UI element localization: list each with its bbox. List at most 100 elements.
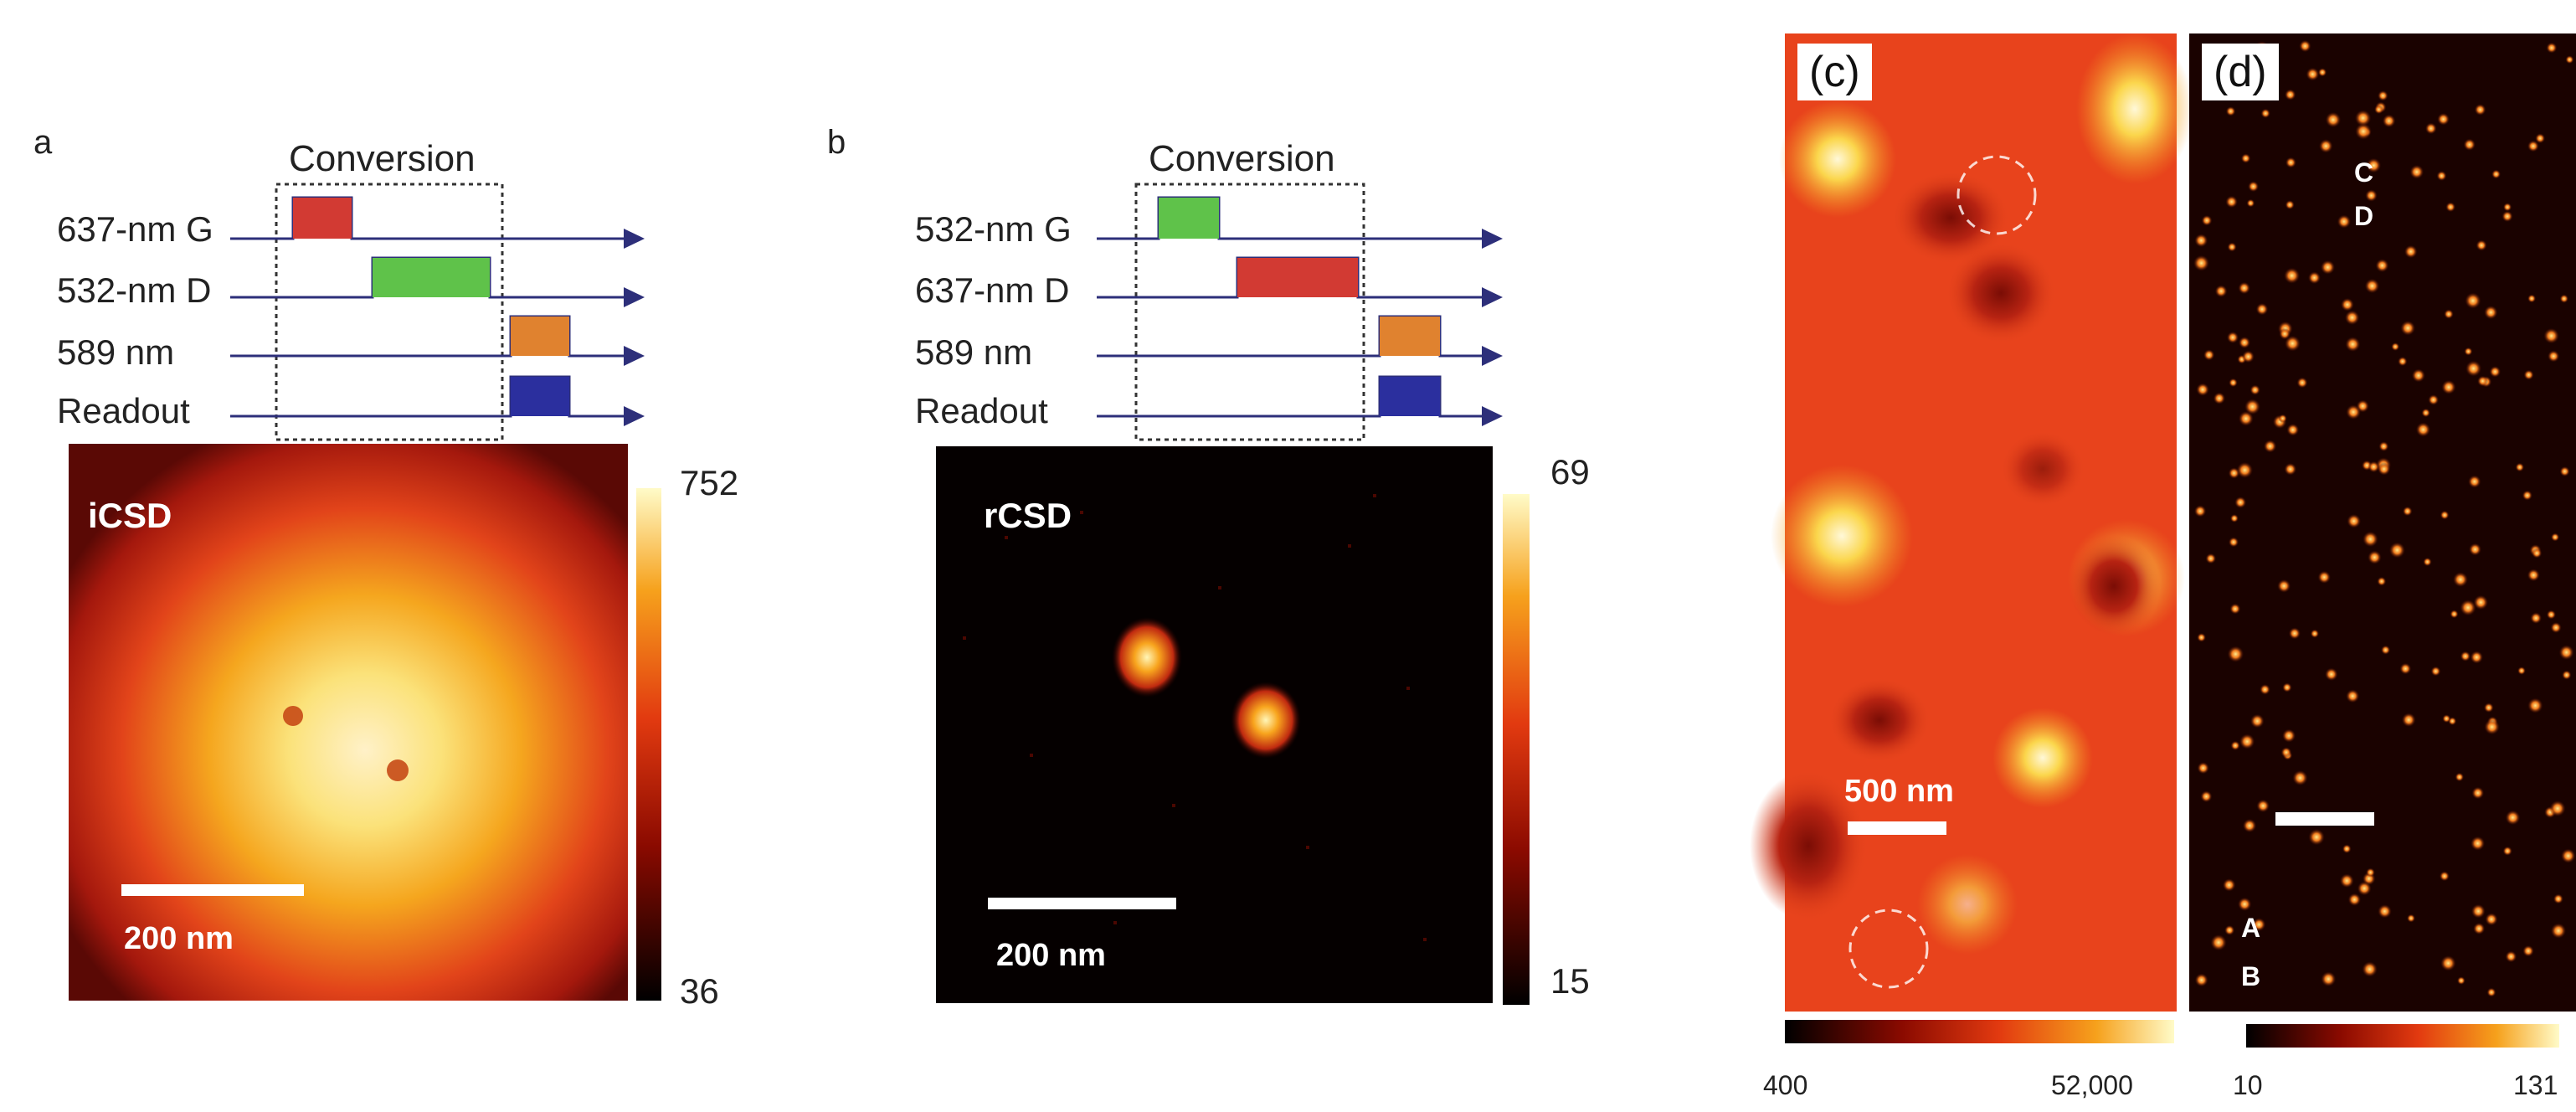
panel-d-image (2189, 33, 2576, 1048)
colorbar-d (2246, 1024, 2559, 1048)
emitter-dot (2439, 871, 2450, 882)
emitter-dot (2491, 169, 2501, 179)
emitter-dot (2197, 632, 2207, 642)
seq-label-b-2: 637-nm D (915, 270, 1070, 310)
emitter-dot (2430, 666, 2441, 677)
emitter-dot (2365, 189, 2378, 202)
annotation-a: A (2241, 913, 2261, 943)
emitter-dot (2440, 510, 2450, 520)
emitter-dot (2441, 379, 2456, 395)
emitter-dot (2549, 800, 2566, 817)
emitter-dot (2548, 350, 2560, 363)
emitter-dot (2224, 924, 2235, 936)
emitter-dot (2366, 157, 2382, 173)
emitter-dot (2228, 467, 2240, 479)
emitter-dot (2292, 770, 2308, 786)
emitter-dot (2450, 610, 2459, 619)
emitter-dot (2436, 170, 2447, 182)
colorbar-a (636, 488, 661, 1001)
emitter-dot (2260, 108, 2270, 119)
panel-a-image (69, 444, 661, 1001)
emitter-dot (2200, 790, 2213, 803)
emitter-dot (2558, 645, 2574, 661)
emitter-dot (2377, 576, 2387, 586)
emitter-dot (2225, 106, 2236, 116)
emitter-dot (2318, 139, 2333, 153)
emitter-dot (2242, 350, 2255, 363)
colorbar-d-min: 10 (2233, 1070, 2263, 1100)
image-label-icsd: iCSD (88, 496, 172, 535)
circle-marker (1848, 909, 1929, 989)
seq-label-a-1: 637-nm G (57, 209, 213, 249)
emitter-dot (2193, 505, 2207, 517)
emitter-dot (2344, 310, 2360, 326)
emitter-dot (2400, 320, 2416, 336)
emitter-dot (2346, 404, 2362, 420)
emitter-dot (2317, 570, 2332, 584)
emitter-dot (2240, 153, 2251, 164)
colorbar-d-max: 131 (2513, 1070, 2558, 1100)
emitter-dot (2560, 848, 2576, 863)
scale-text-a: 200 nm (124, 921, 234, 956)
emitter-dot (2263, 440, 2277, 453)
emitter-dot (2401, 713, 2416, 728)
emitter-dot (2455, 772, 2465, 782)
colorbar-c-max: 52,000 (2051, 1070, 2133, 1100)
emitter-dot (2337, 214, 2352, 229)
emitter-dot (2535, 133, 2546, 144)
emitter-dot (2227, 242, 2237, 252)
colorbar-a-min: 36 (680, 971, 719, 1011)
emitter-dot (2299, 39, 2311, 53)
emitter-dot (2505, 810, 2521, 826)
emitter-dot (2523, 369, 2534, 380)
rcsd-spot (1112, 617, 1182, 698)
emitter-dot (2565, 55, 2574, 64)
image-label-rcsd: rCSD (984, 496, 1072, 535)
emitter-dot (2382, 114, 2396, 128)
emitter-dot (2230, 740, 2240, 751)
emitter-dot (2373, 105, 2384, 115)
emitter-dot (2470, 651, 2484, 664)
emitter-dot (2288, 627, 2301, 640)
emitter-dot (2279, 327, 2291, 340)
emitter-dot (2325, 111, 2342, 128)
emitter-dot (2424, 122, 2437, 135)
emitter-dot (2468, 543, 2482, 556)
emitter-dot (2484, 305, 2498, 320)
emitter-dot (2546, 610, 2557, 620)
panel-c-image (1750, 33, 2193, 1043)
emitter-dot (2483, 703, 2494, 713)
panel-letter-d: (d) (2202, 44, 2279, 100)
emitter-dot (2278, 414, 2287, 423)
emitter-dot (2281, 728, 2296, 743)
emitter-dot (2324, 667, 2338, 682)
emitter-dot (2194, 234, 2208, 248)
emitter-dot (2239, 734, 2255, 749)
emitter-dot (2527, 294, 2537, 303)
panel-a-sequence (230, 183, 645, 441)
emitter-dot (2225, 195, 2239, 208)
emitter-dot (2362, 531, 2378, 548)
emitter-dot (2445, 202, 2456, 213)
emitter-dot (2527, 569, 2540, 582)
scale-text-c: 500 nm (1844, 774, 1954, 809)
emitter-dot (2489, 366, 2501, 378)
emitter-dot (2284, 462, 2297, 476)
colorbar-b (1503, 494, 1530, 1005)
emitter-dot (2378, 90, 2388, 101)
emitter-dot (2485, 913, 2498, 926)
emitter-dot (2282, 682, 2292, 692)
emitter-dot (2409, 164, 2424, 179)
panel-letter-b: b (827, 124, 846, 161)
scale-bar-c (1848, 821, 1946, 835)
emitter-dot (2252, 918, 2266, 932)
emitter-dot (2391, 342, 2400, 352)
emitter-dot (2460, 651, 2471, 662)
emitter-dot (2402, 506, 2413, 517)
emitter-dot (2471, 786, 2485, 800)
emitter-dot (2463, 138, 2476, 151)
emitter-dot (2375, 259, 2389, 273)
scale-text-b: 200 nm (996, 938, 1106, 973)
emitter-dot (2306, 67, 2320, 81)
emitter-dot (2210, 934, 2227, 951)
